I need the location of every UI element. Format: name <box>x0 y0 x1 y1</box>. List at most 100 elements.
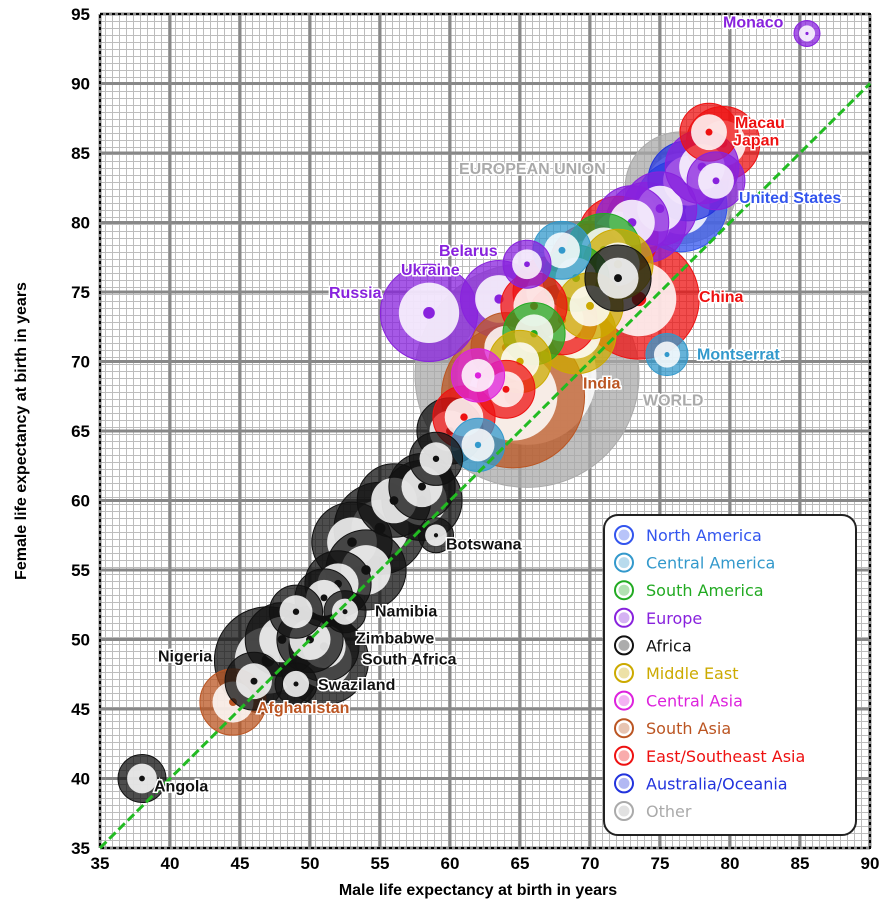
y-tick-label: 45 <box>71 700 90 719</box>
x-axis-title: Male life expectancy at birth in years <box>339 882 617 899</box>
legend-swatch-inner <box>618 805 630 817</box>
bubble-center <box>474 441 482 449</box>
point-label: United States <box>739 190 841 207</box>
bubble-center <box>342 609 348 615</box>
x-tick-label: 90 <box>861 854 880 873</box>
legend-swatch-inner <box>618 750 630 762</box>
legend-swatch-inner <box>618 529 630 541</box>
bubble-center <box>805 31 809 36</box>
bubble-center <box>474 372 482 379</box>
bubble-center <box>502 385 510 393</box>
legend-swatch-inner <box>618 557 630 569</box>
legend-label: North America <box>646 526 762 545</box>
bubble-center <box>712 177 720 185</box>
point-label: South Africa <box>362 651 457 668</box>
y-tick-label: 70 <box>71 353 90 372</box>
legend: North America Central America South Americ… <box>603 514 857 836</box>
bubble-center <box>586 301 594 310</box>
y-tick-label: 55 <box>71 561 90 580</box>
legend-label: South America <box>646 581 764 600</box>
point-label: Macau <box>735 115 785 132</box>
bubble-center <box>460 413 468 421</box>
point-label: Belarus <box>439 243 498 260</box>
bubble-center <box>293 681 299 687</box>
legend-label: Central Asia <box>646 692 743 711</box>
y-tick-label: 80 <box>71 214 90 233</box>
point-label: Angola <box>154 779 208 796</box>
legend-swatch <box>614 635 634 656</box>
bubble-center <box>418 482 426 491</box>
point-label: WORLD <box>643 392 703 409</box>
x-tick-label: 85 <box>791 854 810 873</box>
bubble-center <box>320 594 328 602</box>
bubbles <box>117 19 821 803</box>
legend-swatch <box>614 552 634 573</box>
bubble-center <box>433 533 439 538</box>
legend-swatch-inner <box>618 667 630 679</box>
point-label: Afghanistan <box>257 700 349 717</box>
point-label: Japan <box>733 132 779 149</box>
x-tick-label: 70 <box>581 854 600 873</box>
x-tick-label: 55 <box>371 854 390 873</box>
point-label: Nigeria <box>158 648 212 665</box>
legend-label: East/Southeast Asia <box>646 747 805 766</box>
bubble-center <box>664 352 670 358</box>
legend-label: South Asia <box>646 719 731 738</box>
x-tick-label: 35 <box>91 854 110 873</box>
x-tick-label: 80 <box>721 854 740 873</box>
legend-swatch <box>614 690 634 711</box>
plot-border <box>99 13 871 849</box>
legend-swatch-inner <box>618 612 630 624</box>
point-label: Montserrat <box>697 347 780 364</box>
point-label: Botswana <box>446 536 522 553</box>
y-tick-label: 40 <box>71 770 90 789</box>
point-label: EUROPEAN UNION <box>459 161 606 178</box>
point-label: Russia <box>329 285 382 302</box>
y-axis-ticks: 35 40 45 50 55 60 65 70 75 80 85 90 95 <box>71 5 90 858</box>
point-label: Swaziland <box>318 677 395 694</box>
y-tick-label: 65 <box>71 422 90 441</box>
legend-swatch-inner <box>618 722 630 734</box>
x-axis-ticks: 35 40 45 50 55 60 65 70 75 80 85 90 <box>91 854 880 873</box>
y-tick-label: 75 <box>71 283 90 302</box>
legend-swatch <box>614 801 634 821</box>
legend-label: Europe <box>646 609 702 628</box>
x-tick-label: 40 <box>161 854 180 873</box>
x-tick-label: 45 <box>231 854 250 873</box>
legend-swatch <box>614 718 634 739</box>
legend-swatch-inner <box>618 639 630 651</box>
x-tick-label: 60 <box>441 854 460 873</box>
x-tick-label: 50 <box>301 854 320 873</box>
legend-swatch <box>614 663 634 683</box>
legend-label: Central America <box>646 554 775 573</box>
legend-items: North America Central America South Americ… <box>614 525 805 821</box>
legend-label: Africa <box>646 636 692 655</box>
legend-swatch-inner <box>618 695 630 707</box>
y-tick-label: 90 <box>71 75 90 94</box>
bubble-center <box>139 775 145 782</box>
point-label: Zimbabwe <box>356 630 434 647</box>
x-tick-label: 75 <box>651 854 670 873</box>
legend-swatch <box>614 745 634 766</box>
bubble-center <box>524 261 530 268</box>
legend-label: Australia/Oceania <box>646 774 788 793</box>
bubble-center <box>432 455 440 462</box>
bubble-center <box>423 307 435 319</box>
bubble-center <box>558 246 566 254</box>
y-tick-label: 35 <box>71 839 90 858</box>
legend-label: Middle East <box>646 664 738 683</box>
point-label: China <box>699 289 744 306</box>
legend-swatch <box>614 525 634 545</box>
bubble-center <box>250 677 258 685</box>
y-tick-label: 60 <box>71 492 90 511</box>
legend-swatch <box>614 580 634 601</box>
legend-swatch-inner <box>618 584 630 596</box>
bubble-center <box>705 128 713 136</box>
legend-label: Other <box>646 802 692 821</box>
y-tick-label: 95 <box>71 5 90 24</box>
legend-swatch <box>614 607 634 628</box>
x-tick-label: 65 <box>511 854 530 873</box>
point-label: Ukraine <box>401 262 460 279</box>
